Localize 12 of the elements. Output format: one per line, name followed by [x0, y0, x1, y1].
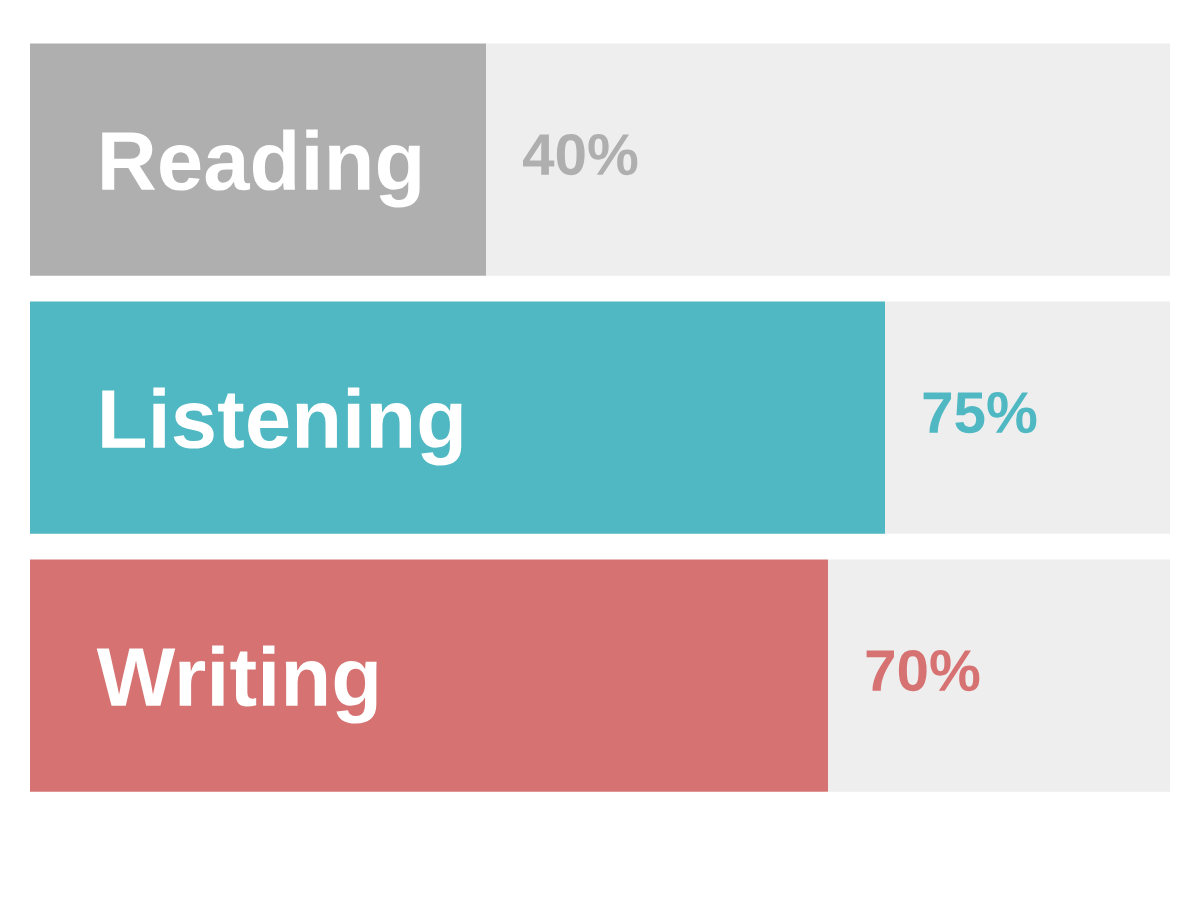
bar [828, 559, 1170, 792]
bar [30, 559, 828, 792]
data-label: 70% [866, 649, 980, 692]
y-tick-label: Listening [102, 387, 462, 466]
data-label: 40% [523, 133, 638, 176]
bar [30, 43, 486, 276]
bar [486, 43, 1170, 276]
bar [30, 301, 885, 534]
y-tick-label: Reading [102, 129, 420, 208]
data-label: 75% [923, 392, 1037, 434]
y-tick-label: Writing [96, 645, 377, 724]
bar [885, 301, 1170, 534]
